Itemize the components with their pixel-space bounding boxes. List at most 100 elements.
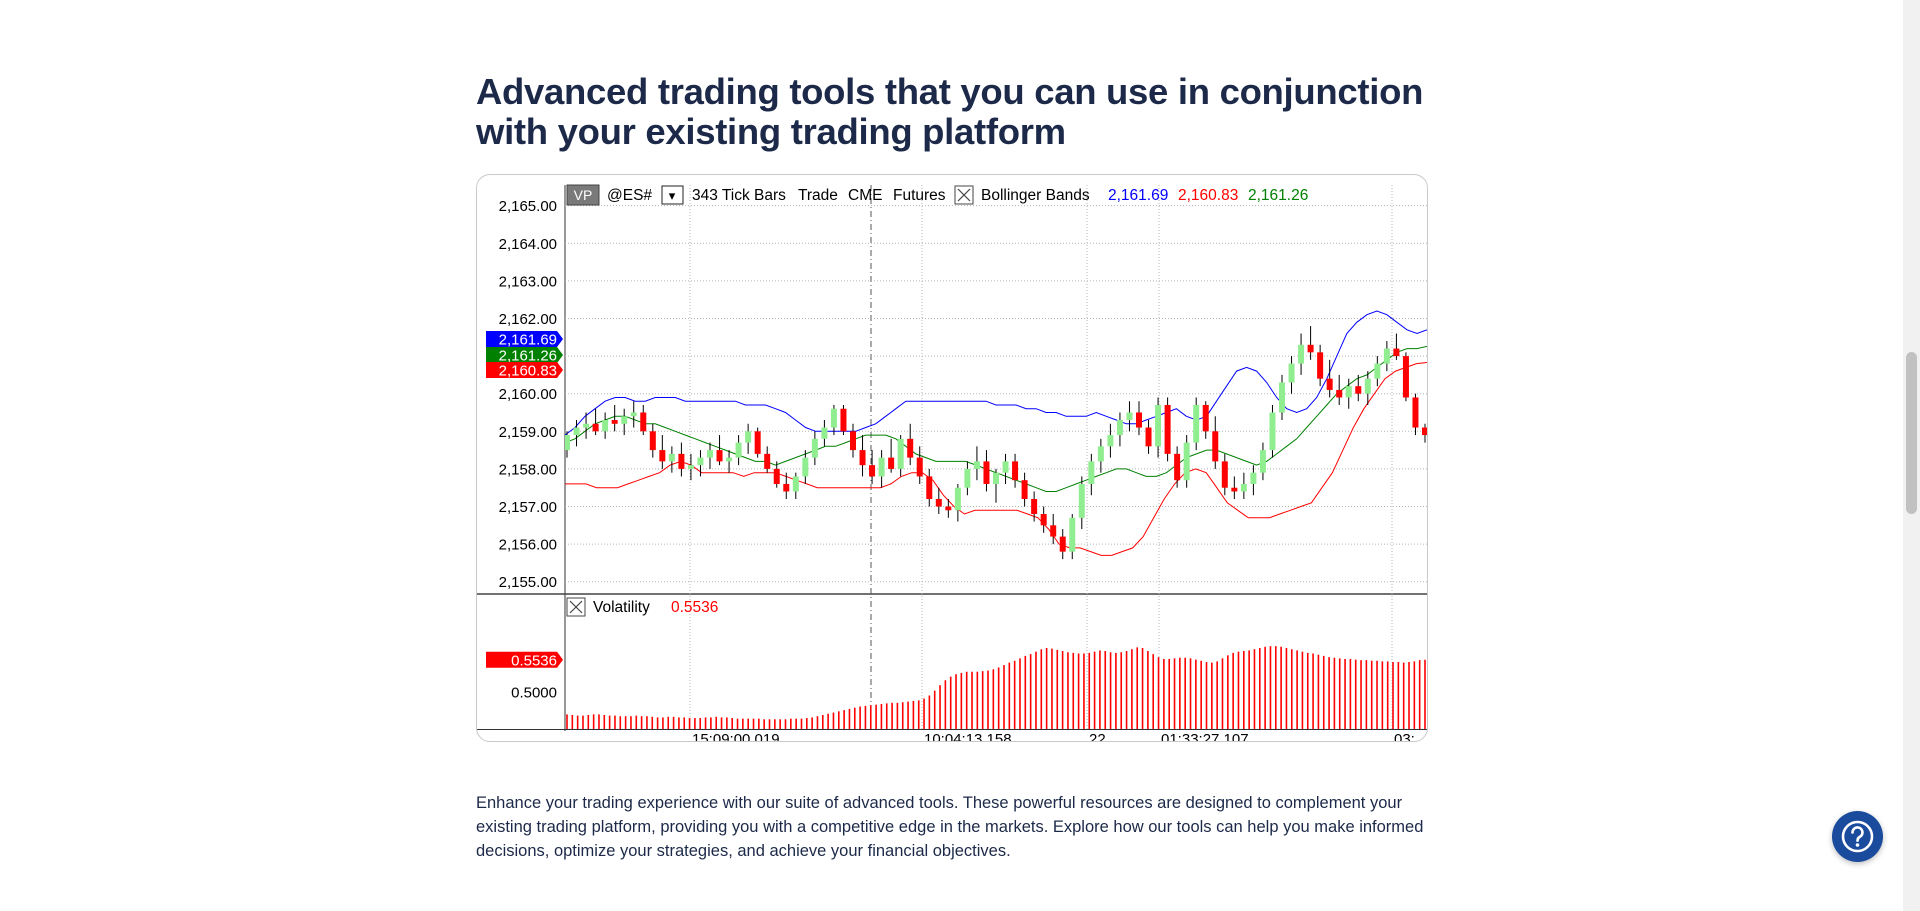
- volatility-tick-label: 0.5000: [511, 684, 557, 701]
- candle-down: [1050, 525, 1057, 537]
- candle-down: [1040, 514, 1047, 526]
- candle-up: [687, 465, 694, 469]
- vp-button[interactable]: [566, 184, 600, 206]
- price-tick-label: 2,165.00: [499, 198, 557, 215]
- candle-up: [707, 450, 713, 458]
- help-button[interactable]: [1832, 811, 1883, 862]
- candle-down: [926, 476, 933, 499]
- candle-down: [1136, 412, 1142, 428]
- candle-up: [1269, 412, 1276, 451]
- vp-label: VP: [574, 187, 593, 203]
- candle-up: [1088, 461, 1095, 484]
- candle-down: [1402, 356, 1409, 398]
- price-tag: 2,161.69: [499, 332, 557, 349]
- candle-up: [1259, 450, 1266, 473]
- close-volatility-icon[interactable]: [566, 597, 586, 617]
- candle-up: [792, 476, 799, 492]
- candle-down: [1212, 431, 1219, 462]
- candle-down: [1202, 404, 1209, 432]
- candle-down: [888, 457, 895, 469]
- candle-up: [1364, 378, 1371, 394]
- candle-down: [916, 457, 923, 477]
- price-tag: 2,161.26: [499, 348, 557, 365]
- candle-down: [1145, 427, 1152, 447]
- section-heading: Advanced trading tools that you can use …: [476, 71, 1424, 152]
- time-tick-label: 03:: [1394, 731, 1415, 741]
- price-tag: 2,160.83: [499, 363, 557, 380]
- candle-down: [1326, 378, 1333, 390]
- candle-up: [1097, 446, 1104, 462]
- trading-chart-svg: VP @ES# ▾ 343 Tick Bars Trade CME Future…: [477, 184, 1427, 741]
- candle-up: [1193, 404, 1200, 443]
- candle-down: [1355, 386, 1362, 394]
- candle-down: [1422, 427, 1427, 436]
- candle-up: [1250, 472, 1257, 484]
- page-scrollbar[interactable]: [1903, 0, 1920, 911]
- candle-up: [1288, 363, 1295, 383]
- symbol-dropdown-button[interactable]: [661, 185, 684, 205]
- section-description: Enhance your trading experience with our…: [476, 794, 1424, 860]
- time-tick-label: 01:33:27.107: [1161, 731, 1249, 741]
- candle-up: [630, 412, 637, 417]
- candle-down: [1221, 461, 1228, 488]
- trade-label: Trade: [798, 187, 838, 204]
- candle-down: [945, 506, 952, 511]
- candle-up: [1374, 363, 1381, 379]
- close-indicator-icon[interactable]: [954, 185, 974, 205]
- candle-up: [1345, 386, 1352, 398]
- candle-down: [764, 453, 771, 469]
- candle-up: [1298, 344, 1305, 364]
- candle-down: [850, 431, 856, 451]
- upper-bollinger-band: [565, 310, 1427, 436]
- candle-up: [1155, 404, 1162, 447]
- price-tag-bg: [486, 347, 563, 363]
- candle-down: [1412, 397, 1419, 428]
- candle-up: [973, 461, 980, 469]
- candle-down: [869, 465, 876, 477]
- candle-up: [697, 457, 704, 466]
- bar-type-label: 343 Tick Bars: [692, 187, 786, 204]
- candle-down: [649, 431, 656, 451]
- price-tag-bg: [486, 362, 563, 378]
- candle-down: [1012, 461, 1019, 481]
- candle-up: [964, 468, 971, 488]
- trading-chart: VP @ES# ▾ 343 Tick Bars Trade CME Future…: [476, 174, 1428, 742]
- candle-up: [1126, 412, 1133, 421]
- candle-up: [565, 435, 570, 451]
- price-tick-label: 2,157.00: [499, 499, 557, 516]
- candle-up: [830, 408, 837, 428]
- candle-up: [726, 457, 733, 462]
- lower-band-value: 2,160.83: [1178, 187, 1238, 204]
- scrollbar-thumb[interactable]: [1906, 352, 1917, 514]
- price-tick-label: 2,159.00: [499, 424, 557, 441]
- candle-up: [1383, 348, 1390, 364]
- lower-bollinger-band: [565, 362, 1427, 556]
- candle-up: [811, 438, 818, 458]
- candle-up: [1116, 420, 1123, 436]
- candle-down: [773, 468, 780, 484]
- candle-up: [602, 420, 609, 432]
- candle-up: [993, 472, 999, 484]
- candle-down: [754, 431, 761, 454]
- candle-up: [668, 453, 675, 462]
- price-tick-label: 2,158.00: [499, 461, 557, 478]
- exchange-label: CME: [848, 187, 882, 204]
- price-tick-label: 2,163.00: [499, 273, 557, 290]
- candle-down: [907, 438, 914, 458]
- candle-up: [1240, 483, 1247, 492]
- volatility-tag: 0.5536: [511, 652, 557, 669]
- candle-down: [1307, 344, 1314, 353]
- candle-up: [1183, 442, 1190, 481]
- candle-down: [859, 450, 866, 466]
- symbol-label: @ES#: [607, 187, 652, 204]
- candle-up: [735, 442, 742, 458]
- candle-down: [1393, 348, 1400, 357]
- time-tick-label: 10:04:13.158: [924, 731, 1012, 741]
- candle-down: [1336, 389, 1343, 398]
- price-tick-label: 2,164.00: [499, 236, 557, 253]
- price-tick-label: 2,162.00: [499, 311, 557, 328]
- candle-down: [1317, 352, 1324, 379]
- candle-up: [573, 427, 580, 436]
- time-tick-label: 22: [1089, 731, 1106, 741]
- candle-down: [678, 453, 685, 469]
